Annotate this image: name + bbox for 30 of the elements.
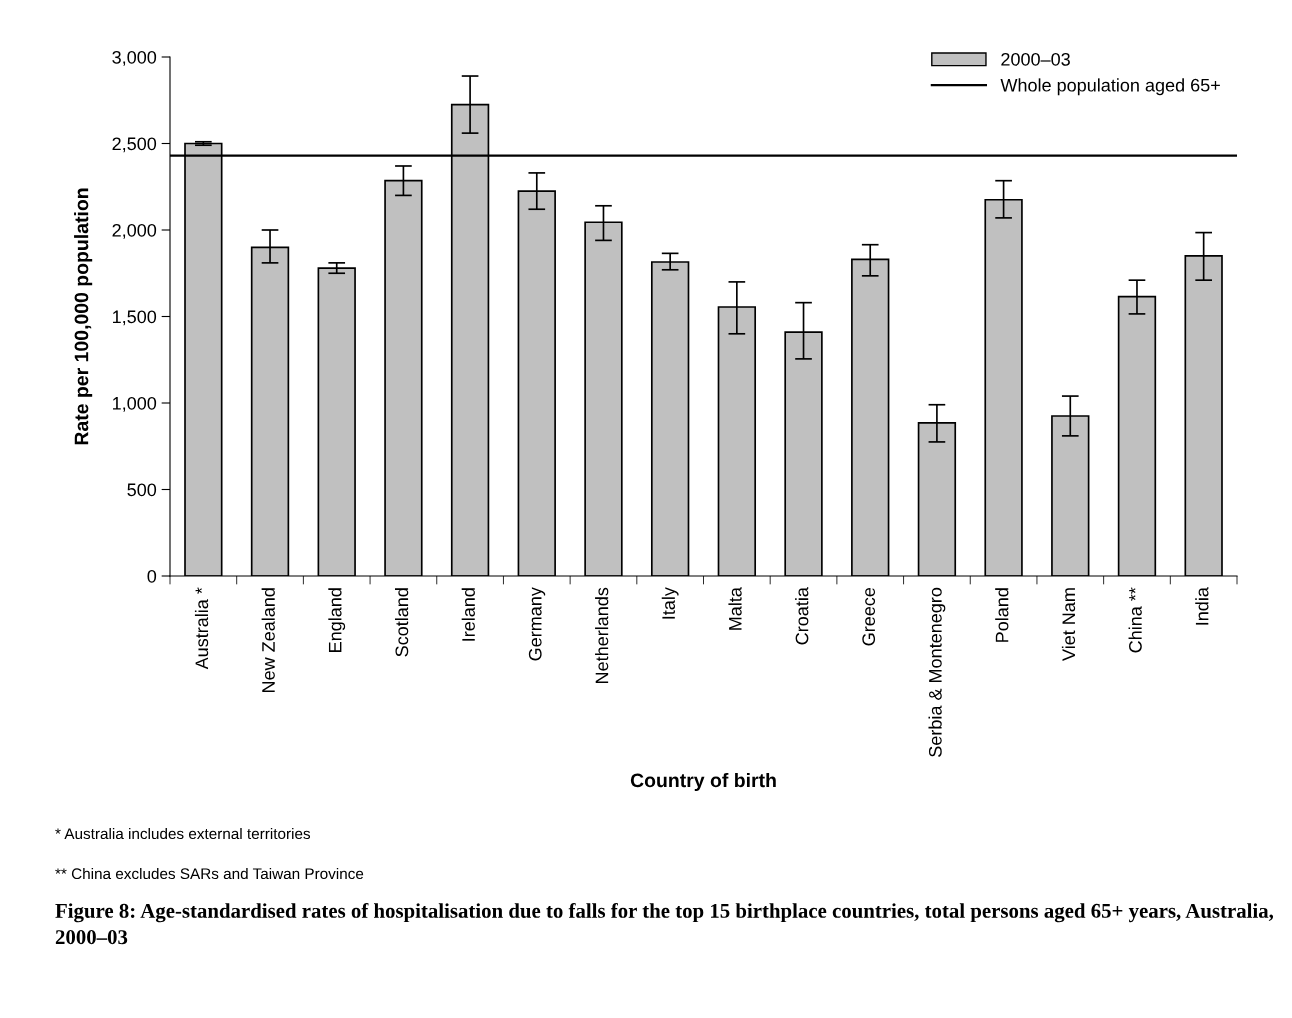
- x-tick-label: Ireland: [461, 588, 475, 641]
- y-tick-label: 1,500: [113, 310, 157, 326]
- x-tick-label: Malta: [728, 587, 742, 630]
- y-tick-label: 3,000: [112, 50, 157, 66]
- x-tick-label: Serbia & Montenegro: [928, 587, 946, 757]
- x-tick-label: New Zealand: [261, 588, 275, 693]
- x-tick-label: Croatia: [795, 587, 809, 645]
- x-axis-title: Country of birth: [630, 772, 776, 792]
- x-tick-label: Australia *: [194, 587, 209, 670]
- x-tick-label: Germany: [528, 587, 546, 661]
- x-tick-label: India: [1195, 587, 1209, 625]
- x-tick-label: China **: [1128, 587, 1142, 653]
- y-tick-label: 500: [127, 483, 157, 497]
- x-tick-label: Netherlands: [595, 587, 609, 683]
- y-tick-label: 2,000: [112, 223, 157, 239]
- text: Figure 8: Age-standardised rates of hospitalisation due to falls for the top 15 birthplace countries, total persons aged 65+ years, Australia, 2000–03: [55, 903, 1274, 945]
- x-tick-label: Scotland: [394, 588, 409, 657]
- legend-label: 2000–03: [1001, 52, 1070, 66]
- x-tick-label: Greece: [862, 587, 876, 646]
- text: * Australia includes external territories: [55, 827, 311, 840]
- x-tick-label: Viet Nam: [1061, 588, 1076, 661]
- y-axis-title: Rate per 100,000 population: [74, 188, 93, 445]
- x-tick-label: England: [328, 588, 346, 652]
- y-tick-label: 0: [147, 569, 157, 583]
- y-tick-label: 1,000: [113, 396, 157, 412]
- text: ** China excludes SARs and Taiwan Province: [55, 867, 364, 880]
- legend-label: Whole population aged 65+: [1000, 78, 1220, 96]
- y-tick-label: 2,500: [112, 137, 157, 153]
- x-tick-label: Italy: [661, 587, 679, 619]
- x-tick-label: Poland: [995, 588, 1009, 642]
